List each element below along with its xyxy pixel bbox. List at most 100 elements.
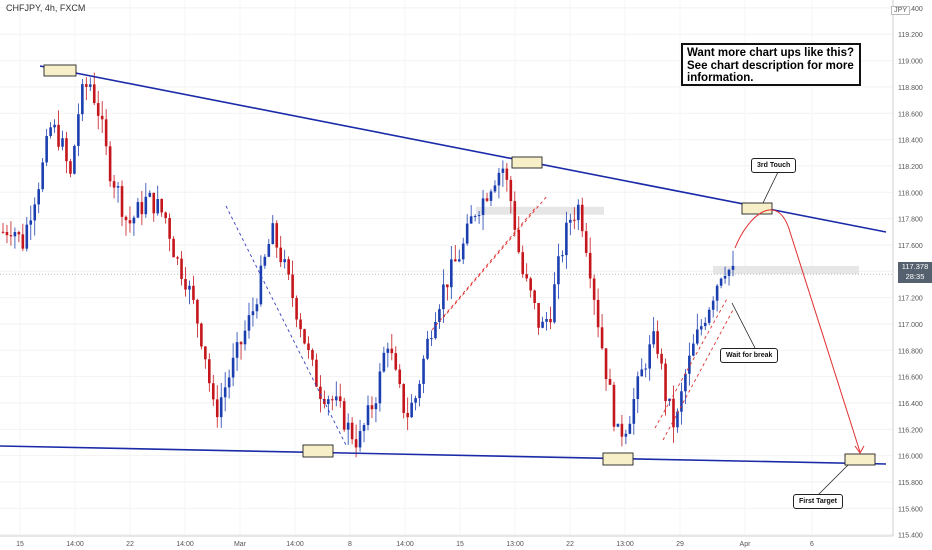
candle (703, 317, 707, 331)
candle-body (576, 204, 580, 221)
candle (723, 266, 727, 284)
candle-body (311, 350, 314, 360)
candle-body (92, 84, 96, 104)
candle-body (108, 146, 112, 182)
dashed-guide-red (431, 205, 538, 331)
candle (299, 313, 302, 338)
candle-body (156, 199, 160, 214)
candle (624, 429, 628, 445)
candle (477, 211, 481, 224)
dashed-guide-red (442, 194, 549, 319)
candle (338, 383, 342, 408)
candle (160, 198, 163, 217)
y-tick-label: 117.600 (898, 243, 923, 250)
candle-body (580, 204, 584, 232)
candle (100, 101, 104, 133)
symbol-label: CHFJPY, 4h, FXCM (6, 3, 86, 13)
candle (251, 297, 255, 327)
candle-body (414, 398, 417, 403)
candle-body (378, 371, 382, 404)
candle-body (136, 202, 140, 218)
candle-body (77, 114, 80, 146)
candle-body (521, 252, 525, 275)
candle-body (132, 217, 136, 224)
candle (235, 332, 239, 371)
touch-boxes (43, 64, 876, 466)
candle-body (656, 331, 659, 354)
candle (196, 298, 199, 338)
candle-body (184, 278, 187, 290)
candle (215, 385, 219, 428)
candle-body (88, 84, 92, 87)
candle (513, 191, 517, 237)
candle-body (275, 223, 279, 248)
candle-body (17, 232, 21, 235)
touch-box (844, 453, 876, 466)
y-tick-label: 116.000 (898, 454, 923, 461)
candle-body (465, 223, 469, 244)
candlesticks (1, 72, 735, 458)
y-tick-label: 115.600 (898, 506, 923, 513)
candle-body (477, 215, 481, 217)
candle (108, 141, 112, 187)
candle-body (497, 172, 501, 186)
candle (49, 122, 52, 139)
candle (505, 162, 509, 192)
candle-body (255, 304, 259, 312)
candle-body (541, 321, 544, 328)
candle (382, 346, 386, 373)
candle-body (330, 399, 334, 401)
candle-body (128, 220, 132, 224)
candle-body (418, 383, 421, 399)
candle (231, 343, 235, 387)
candle (612, 381, 616, 432)
candle-body (600, 327, 604, 349)
candle (565, 211, 568, 269)
candle (489, 189, 493, 207)
candle-body (267, 244, 271, 257)
candle-body (148, 192, 152, 197)
candle (104, 109, 108, 156)
candle (711, 296, 715, 318)
callout-pointer (817, 464, 849, 496)
candle-body (196, 299, 199, 324)
candle-body (104, 119, 108, 147)
candle (569, 213, 572, 236)
y-tick-label: 117.800 (898, 217, 923, 224)
candle (5, 225, 9, 244)
candle (315, 353, 318, 388)
candle-body (453, 259, 457, 262)
candle-body (469, 216, 473, 224)
candle (346, 413, 350, 445)
candle (457, 249, 461, 263)
candle-body (57, 124, 60, 147)
candle (592, 274, 596, 315)
candle (295, 295, 298, 328)
resistance-zones (0, 206, 893, 275)
candle-body (223, 387, 227, 398)
candle-body (144, 196, 148, 215)
candle (116, 181, 120, 203)
candle-body (394, 353, 398, 370)
lower-trendline (0, 445, 887, 465)
dashed-guide-red (662, 309, 734, 441)
candle (688, 342, 691, 386)
candle (73, 144, 76, 175)
candle-body (695, 329, 699, 344)
candle (13, 227, 17, 249)
candle-body (120, 186, 124, 217)
wait-for-break-callout: Wait for break (720, 348, 779, 363)
candle (604, 348, 608, 391)
candle-body (517, 229, 521, 253)
candle (192, 275, 195, 305)
candle-body (164, 212, 167, 219)
candle-body (327, 399, 330, 404)
candle (461, 237, 465, 265)
candle (636, 371, 640, 413)
candle (200, 322, 203, 350)
candle (719, 277, 723, 289)
candle-body (204, 346, 207, 360)
candle-body (49, 127, 52, 136)
projection-arc (734, 209, 861, 453)
